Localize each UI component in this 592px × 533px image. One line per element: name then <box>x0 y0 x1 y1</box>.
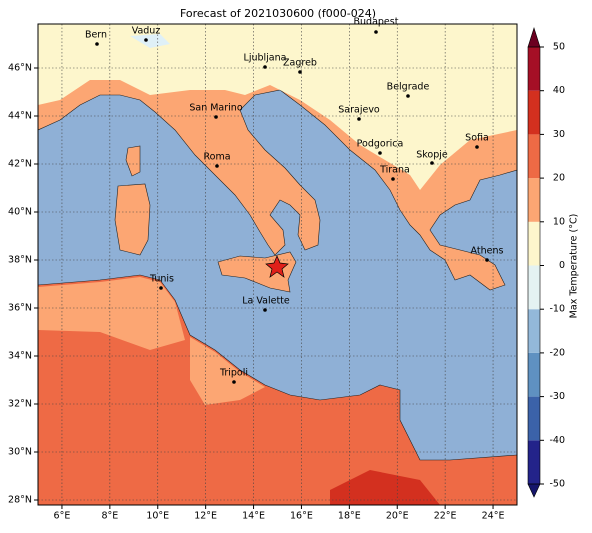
y-tick-label: 34°N <box>8 351 32 362</box>
x-tick-label: 16°E <box>290 511 313 522</box>
colorbar-tick-label: 20 <box>553 173 565 184</box>
city-label: Ljubljana <box>244 53 287 64</box>
city-dot <box>357 117 361 121</box>
city-label: Belgrade <box>387 82 430 93</box>
city-label: La Valette <box>242 296 290 307</box>
city-dot <box>374 30 378 34</box>
colorbar-band <box>528 90 540 135</box>
city-dot <box>430 161 434 165</box>
land-corsica <box>125 145 141 177</box>
city-label: Podgorica <box>357 139 404 150</box>
city-dot <box>406 94 410 98</box>
colorbar-tick-label: 50 <box>553 42 565 53</box>
colorbar-band <box>528 396 540 441</box>
land-north <box>38 24 517 190</box>
city-label: Sarajevo <box>338 105 380 116</box>
city-label: Roma <box>203 152 230 163</box>
colorbar-under <box>527 483 541 498</box>
colorbar-band <box>528 440 540 484</box>
map-area <box>38 24 517 505</box>
y-tick-label: 42°N <box>8 159 32 170</box>
city-dot <box>378 151 382 155</box>
y-tick-label: 44°N <box>8 111 32 122</box>
colorbar-band <box>528 265 540 310</box>
colorbar-tick-label: -30 <box>549 391 565 402</box>
city-label: Skopje <box>416 150 448 161</box>
colorbar-tick-label: 30 <box>553 129 565 140</box>
city-dot <box>232 380 236 384</box>
city-dot <box>159 286 163 290</box>
colorbar-band <box>528 178 540 222</box>
colorbar-tick-label: 0 <box>559 260 565 271</box>
city-label: Vaduz <box>132 26 161 37</box>
city-label: Tirana <box>379 165 410 176</box>
x-tick-label: 22°E <box>434 511 457 522</box>
hot-patch <box>330 470 440 505</box>
cold-patch <box>130 34 170 48</box>
y-tick-label: 46°N <box>8 63 32 74</box>
x-tick-label: 20°E <box>386 511 409 522</box>
y-tick-label: 40°N <box>8 207 32 218</box>
colorbar-tick-label: -10 <box>549 304 565 315</box>
city-label: Budapest <box>354 17 399 28</box>
city-dot <box>391 177 395 181</box>
city-dot <box>263 65 267 69</box>
x-tick-label: 14°E <box>242 511 265 522</box>
city-dot <box>263 308 267 312</box>
colorbar-label: Max Temperature (°C) <box>569 214 580 319</box>
y-tick-label: 28°N <box>8 495 32 506</box>
city-label: Bern <box>85 30 107 41</box>
star-marker <box>265 255 289 278</box>
city-dot <box>298 70 302 74</box>
y-tick-label: 30°N <box>8 447 32 458</box>
land-libya-coast <box>190 337 265 405</box>
city-label: Athens <box>471 246 504 257</box>
x-tick-label: 6°E <box>54 511 71 522</box>
city-dot <box>214 115 218 119</box>
colorbar-band <box>528 221 540 266</box>
land-sardinia <box>114 183 151 256</box>
city-dot <box>485 258 489 262</box>
x-tick-label: 12°E <box>194 511 217 522</box>
title: Forecast of 2021030600 (f000-024) <box>180 7 376 20</box>
colorbar-tick-label: 10 <box>553 216 565 227</box>
city-dot <box>144 38 148 42</box>
colorbar-band <box>528 352 540 397</box>
city-label: Sofia <box>465 133 489 144</box>
city-dot <box>475 145 479 149</box>
city-label: San Marino <box>189 103 242 114</box>
colorbar-tick-label: -50 <box>549 479 565 490</box>
y-tick-label: 38°N <box>8 255 32 266</box>
x-tick-label: 8°E <box>101 511 118 522</box>
frame <box>37 23 518 506</box>
city-dot <box>215 164 219 168</box>
colorbar-tick-label: 40 <box>553 85 565 96</box>
colorbar-band <box>528 134 540 179</box>
x-tick-label: 18°E <box>338 511 361 522</box>
city-label: Tripoli <box>219 368 248 379</box>
x-tick-label: 10°E <box>146 511 169 522</box>
colorbar-band <box>528 47 540 91</box>
city-label: Tunis <box>149 274 174 285</box>
land-africa-coast <box>38 277 185 350</box>
colorbar-tick-label: -20 <box>549 347 565 358</box>
colorbar-over <box>527 27 541 48</box>
colorbar-band <box>528 309 540 353</box>
y-tick-label: 36°N <box>8 303 32 314</box>
y-tick-label: 32°N <box>8 399 32 410</box>
x-tick-label: 24°E <box>482 511 505 522</box>
colorbar-tick-label: -40 <box>549 435 565 446</box>
city-dot <box>95 42 99 46</box>
city-label: Zagreb <box>283 58 317 69</box>
